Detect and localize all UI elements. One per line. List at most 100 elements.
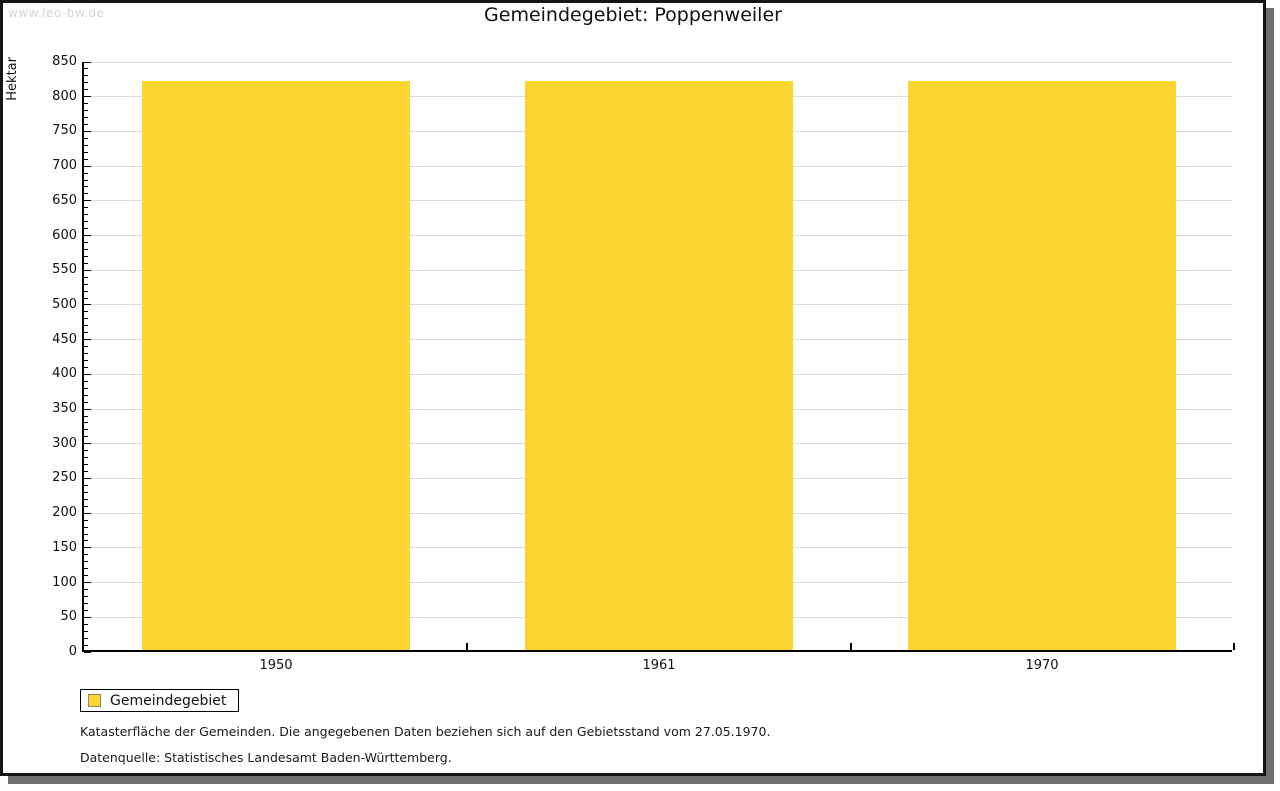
- y-axis-minor-tick: [84, 491, 88, 493]
- y-axis-minor-tick: [84, 151, 88, 153]
- x-tick-label: 1961: [642, 658, 676, 673]
- y-axis-minor-tick: [84, 609, 88, 611]
- y-axis-minor-tick: [84, 561, 88, 563]
- y-axis-minor-tick: [84, 457, 88, 459]
- y-axis-minor-tick: [84, 519, 88, 521]
- y-axis-minor-tick: [84, 630, 88, 632]
- y-axis-major-tick: [84, 200, 91, 202]
- legend-box: Gemeindegebiet: [80, 689, 240, 712]
- y-axis-minor-tick: [84, 498, 88, 500]
- bar: [525, 81, 793, 650]
- footnote-source: Datenquelle: Statistisches Landesamt Bad…: [80, 750, 452, 765]
- y-tick-label: 700: [52, 158, 77, 174]
- y-axis-minor-tick: [84, 311, 88, 313]
- y-axis-major-tick: [84, 304, 91, 306]
- footnote-description: Katasterfläche der Gemeinden. Die angege…: [80, 724, 771, 739]
- legend-label: Gemeindegebiet: [110, 692, 227, 709]
- y-axis-minor-tick: [84, 387, 88, 389]
- y-axis-minor-tick: [84, 110, 88, 112]
- y-axis-minor-tick: [84, 346, 88, 348]
- y-axis-minor-tick: [84, 401, 88, 403]
- y-axis-minor-tick: [84, 179, 88, 181]
- y-axis-minor-tick: [84, 255, 88, 257]
- y-axis-minor-tick: [84, 228, 88, 230]
- y-axis-minor-tick: [84, 262, 88, 264]
- y-axis-major-tick: [84, 547, 91, 549]
- y-axis-minor-tick: [84, 533, 88, 535]
- y-tick-label: 500: [52, 296, 77, 312]
- y-axis-major-tick: [84, 512, 91, 514]
- y-axis-minor-tick: [84, 207, 88, 209]
- y-axis-minor-tick: [84, 193, 88, 195]
- y-axis-major-tick: [84, 339, 91, 341]
- y-axis-minor-tick: [84, 137, 88, 139]
- y-axis-minor-tick: [84, 123, 88, 125]
- y-tick-label: 750: [52, 123, 77, 139]
- y-axis-major-tick: [84, 235, 91, 237]
- y-axis-major-tick: [84, 269, 91, 271]
- y-axis-major-tick: [84, 373, 91, 375]
- y-axis-minor-tick: [84, 318, 88, 320]
- watermark: www.leo-bw.de: [8, 6, 105, 20]
- y-axis-major-tick: [84, 130, 91, 132]
- y-axis-minor-tick: [84, 595, 88, 597]
- y-axis-major-tick: [84, 165, 91, 167]
- y-axis-minor-tick: [84, 221, 88, 223]
- y-tick-label: 400: [52, 366, 77, 382]
- y-axis-minor-tick: [84, 144, 88, 146]
- y-axis-minor-tick: [84, 589, 88, 591]
- chart-window-frame: www.leo-bw.de Gemeindegebiet: Poppenweil…: [0, 0, 1266, 776]
- x-axis-tick: [466, 643, 468, 650]
- y-axis-minor-tick: [84, 89, 88, 91]
- y-axis-minor-tick: [84, 359, 88, 361]
- y-axis-minor-tick: [84, 422, 88, 424]
- y-tick-label: 850: [52, 54, 77, 69]
- y-axis-major-tick: [84, 61, 91, 63]
- y-axis-minor-tick: [84, 484, 88, 486]
- y-axis-minor-tick: [84, 450, 88, 452]
- y-axis-title: Hektar: [5, 57, 20, 101]
- bar: [908, 81, 1176, 650]
- y-axis-minor-tick: [84, 464, 88, 466]
- y-axis-minor-tick: [84, 471, 88, 473]
- y-axis-minor-tick: [84, 248, 88, 250]
- legend-swatch: [88, 694, 101, 707]
- y-tick-label: 650: [52, 192, 77, 208]
- y-axis-minor-tick: [84, 82, 88, 84]
- y-axis-minor-tick: [84, 332, 88, 334]
- y-axis-minor-tick: [84, 568, 88, 570]
- y-axis-minor-tick: [84, 505, 88, 507]
- y-axis-minor-tick: [84, 297, 88, 299]
- y-axis-minor-tick: [84, 429, 88, 431]
- x-axis-tick: [850, 643, 852, 650]
- y-axis-major-tick: [84, 477, 91, 479]
- plot-area: 0 50 100 150 200 250 300 350 400 450 500 550 600 650 7…: [52, 54, 1235, 673]
- y-tick-label: 50: [60, 609, 77, 625]
- y-axis-minor-tick: [84, 540, 88, 542]
- y-axis-minor-tick: [84, 602, 88, 604]
- x-tick-label: 1950: [259, 658, 293, 673]
- y-axis-minor-tick: [84, 283, 88, 285]
- x-axis-tick: [1233, 643, 1235, 650]
- y-axis-major-tick: [84, 443, 91, 445]
- y-tick-label: 600: [52, 227, 77, 243]
- y-tick-label: 300: [52, 435, 77, 451]
- y-axis-major-tick: [84, 582, 91, 584]
- y-axis-minor-tick: [84, 366, 88, 368]
- y-axis-minor-tick: [84, 68, 88, 70]
- y-axis-minor-tick: [84, 186, 88, 188]
- y-axis-minor-tick: [84, 554, 88, 556]
- y-axis-minor-tick: [84, 158, 88, 160]
- y-axis-minor-tick: [84, 290, 88, 292]
- y-tick-label: 200: [52, 505, 77, 521]
- y-tick-label: 250: [52, 470, 77, 486]
- y-axis-minor-tick: [84, 436, 88, 438]
- gridline: [84, 61, 1232, 63]
- y-axis-minor-tick: [84, 575, 88, 577]
- y-axis-major-tick: [84, 651, 91, 653]
- y-axis-major-tick: [84, 616, 91, 618]
- y-axis-minor-tick: [84, 380, 88, 382]
- y-axis-minor-tick: [84, 214, 88, 216]
- y-tick-label: 800: [52, 88, 77, 104]
- y-tick-label: 0: [68, 644, 77, 659]
